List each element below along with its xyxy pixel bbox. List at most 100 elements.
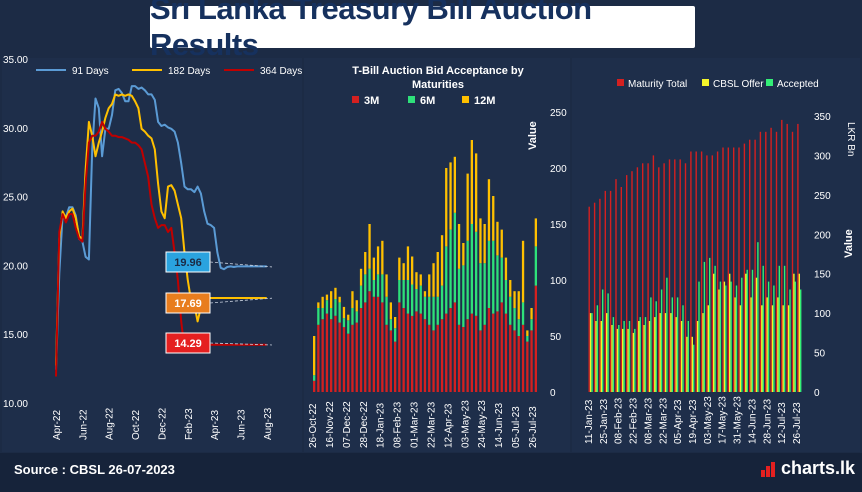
bar-6m: [411, 284, 414, 316]
bar-maturity-total: [636, 167, 639, 392]
bar-6m: [492, 240, 495, 314]
bar-maturity-total: [700, 151, 703, 392]
bar-12m: [509, 280, 512, 297]
bar-6m: [436, 296, 439, 325]
y-tick-label: 250: [814, 191, 831, 202]
bar-cbsl-offer: [600, 321, 602, 392]
bar-12m: [487, 179, 491, 241]
bar-3m: [496, 311, 499, 392]
brand-name: charts.lk: [781, 458, 856, 478]
x-tick-label: 31-May-23: [733, 396, 744, 444]
bar-maturity-total: [743, 143, 746, 392]
bar-6m: [389, 319, 392, 331]
panel-bg: [2, 58, 302, 452]
bar-12m: [389, 302, 392, 320]
y-tick-label: 200: [814, 230, 831, 241]
bar-3m: [432, 330, 435, 392]
bar-3m: [521, 324, 525, 392]
bar-3m: [381, 302, 384, 392]
y-tick-label: 30.00: [3, 124, 28, 135]
bar-6m: [509, 296, 512, 325]
y-tick-label: 0: [550, 388, 556, 399]
bar-6m: [449, 229, 452, 308]
x-tick-label: 11-Jan-23: [584, 399, 595, 444]
legend-swatch: [352, 96, 359, 103]
bar-accepted: [687, 321, 689, 392]
bar-6m: [513, 308, 516, 331]
x-tick-label: 18-Jan-23: [376, 403, 387, 448]
bar-maturity-total: [727, 147, 729, 392]
bar-3m: [419, 313, 422, 392]
bar-12m: [347, 314, 350, 321]
bar-cbsl-offer: [616, 328, 619, 392]
bar-accepted: [725, 285, 727, 392]
bar-cbsl-offer: [680, 321, 683, 392]
bar-accepted: [767, 281, 770, 392]
bar-6m: [313, 375, 316, 381]
bar-12m: [359, 268, 363, 286]
bar-cbsl-offer: [718, 289, 720, 392]
bar-6m: [521, 302, 525, 325]
bar-cbsl-offer: [686, 336, 688, 392]
bar-12m: [317, 302, 320, 308]
bar-maturity-total: [716, 151, 719, 392]
legend-label: Accepted: [777, 79, 819, 90]
bar-12m: [406, 246, 410, 280]
bar-12m: [351, 291, 354, 308]
bar-3m: [449, 308, 452, 392]
bar-3m: [364, 302, 367, 392]
bar-maturity-total: [781, 119, 783, 393]
bar-cbsl-offer: [675, 317, 677, 392]
bar-6m: [355, 311, 358, 323]
bar-maturity-total: [791, 131, 794, 393]
brand-logo: charts.lk: [760, 458, 855, 479]
y-tick-label: 50: [550, 332, 562, 343]
bar-accepted: [794, 281, 796, 392]
legend-swatch: [766, 79, 773, 86]
bar-12m: [457, 224, 461, 269]
bar-cbsl-offer: [638, 321, 640, 392]
bar-maturity-total: [642, 163, 644, 392]
bar-maturity-total: [604, 190, 606, 392]
x-tick-label: Oct-22: [131, 410, 142, 440]
legend-label: 12M: [474, 95, 495, 107]
bar-12m: [470, 140, 473, 224]
bar-accepted: [709, 257, 711, 392]
bar-12m: [513, 291, 516, 308]
bar-cbsl-offer: [707, 305, 709, 392]
bar-6m: [487, 240, 491, 308]
bar-accepted: [628, 321, 631, 392]
bar-accepted: [714, 265, 716, 392]
legend-label: 364 Days: [260, 66, 302, 77]
bar-6m: [466, 240, 469, 320]
bar-3m: [368, 291, 371, 392]
bar-3m: [389, 330, 392, 392]
x-tick-label: 28-Jun-23: [762, 399, 773, 444]
legend-label: 3M: [364, 95, 379, 107]
bar-cbsl-offer: [766, 297, 768, 392]
bar-6m: [517, 319, 520, 336]
chart-title-line1: T-Bill Auction Bid Acceptance by: [352, 65, 524, 77]
x-tick-label: 05-Apr-23: [673, 399, 684, 444]
x-tick-label: Feb-23: [184, 408, 195, 440]
bar-accepted: [671, 297, 673, 392]
bar-cbsl-offer: [648, 321, 651, 392]
bar-maturity-total: [797, 123, 799, 393]
bar-maturity-total: [786, 123, 788, 393]
x-tick-label: 05-Jul-23: [511, 406, 522, 448]
bar-12m: [411, 256, 414, 285]
bar-12m: [492, 196, 495, 241]
bar-accepted: [783, 265, 786, 392]
bar-maturity-total: [658, 167, 660, 392]
bar-cbsl-offer: [761, 305, 763, 392]
bar-cbsl-offer: [696, 321, 699, 392]
bar-accepted: [762, 265, 764, 392]
x-tick-label: Apr-22: [52, 410, 63, 440]
x-tick-label: Jun-23: [236, 409, 247, 440]
bar-maturity-total: [711, 155, 713, 392]
x-tick-label: Aug-22: [105, 407, 116, 440]
bar-6m: [504, 280, 508, 314]
